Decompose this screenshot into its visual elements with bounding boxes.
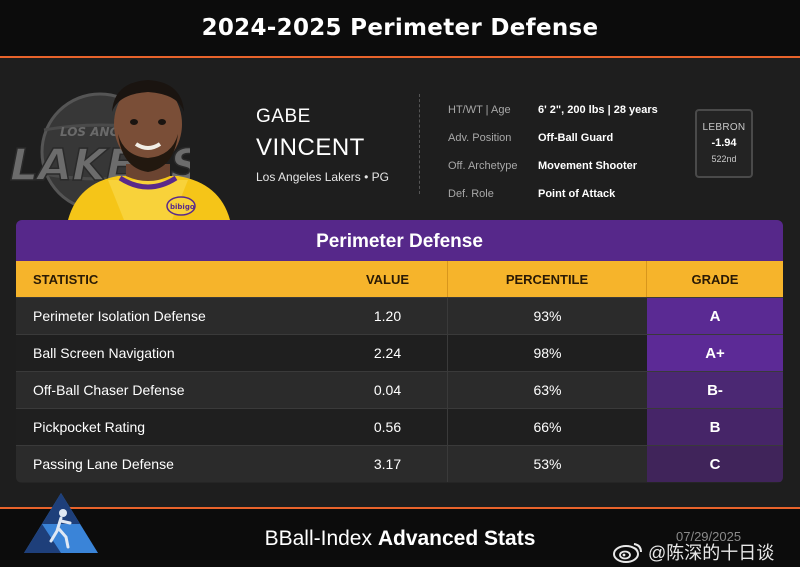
player-last-name: VINCENT: [256, 134, 365, 161]
weibo-watermark: @陈深的十日谈: [612, 539, 774, 565]
info-label: Def. Role: [448, 188, 494, 200]
footer-brand: BBall-Index Advanced Stats: [0, 527, 800, 551]
table-row: Off-Ball Chaser Defense 0.04 63% B-: [16, 371, 783, 408]
info-label: HT/WT | Age: [448, 104, 511, 116]
player-name-block: GABE VINCENT Los Angeles Lakers • PG: [256, 106, 389, 184]
jersey-patch-text: bibigo: [170, 203, 195, 211]
watermark-handle: @陈深的十日谈: [648, 543, 775, 563]
table-body: Perimeter Isolation Defense 1.20 93% A B…: [16, 297, 783, 482]
stat-percentile: 98%: [447, 335, 647, 371]
info-row-ht-wt-age: HT/WT | Age 6' 2", 200 lbs | 28 years: [448, 96, 658, 124]
info-value: Off-Ball Guard: [538, 132, 614, 144]
stat-percentile: 53%: [447, 446, 647, 482]
column-header-statistic: STATISTIC: [33, 271, 99, 287]
lebron-label: LEBRON: [702, 122, 746, 133]
stat-value: 0.04: [373, 382, 402, 398]
watermark-date: 07/29/2025: [676, 529, 742, 544]
footer-brand-bold: Advanced Stats: [377, 527, 536, 550]
divider: [419, 94, 420, 194]
perimeter-defense-panel: Perimeter Defense STATISTIC VALUE PERCEN…: [16, 220, 783, 483]
weibo-icon: [613, 543, 642, 563]
stat-name: Off-Ball Chaser Defense: [33, 382, 185, 398]
panel-title: Perimeter Defense: [16, 220, 783, 261]
player-card: LOS ANGELES LAKERS bibigo GABE VINCENT L…: [0, 60, 800, 220]
table-row: Perimeter Isolation Defense 1.20 93% A: [16, 297, 783, 334]
stat-grade: B: [647, 409, 783, 445]
table-row: Pickpocket Rating 0.56 66% B: [16, 408, 783, 445]
column-header-grade: GRADE: [691, 271, 739, 287]
bball-index-logo: [24, 493, 98, 553]
footer-brand-light: BBall-Index: [264, 527, 378, 550]
player-team-position: Los Angeles Lakers • PG: [256, 170, 389, 184]
table-row: Passing Lane Defense 3.17 53% C: [16, 445, 783, 482]
title-bar: 2024-2025 Perimeter Defense: [0, 0, 800, 58]
stat-percentile: 63%: [447, 372, 647, 408]
player-first-name: GABE: [256, 106, 311, 127]
info-row-off-archetype: Off. Archetype Movement Shooter: [448, 152, 658, 180]
lebron-rank: 522nd: [711, 154, 737, 164]
info-value: Movement Shooter: [538, 160, 638, 172]
stat-value: 0.56: [373, 419, 402, 435]
page-title: 2024-2025 Perimeter Defense: [201, 15, 599, 41]
column-header-value: VALUE: [365, 271, 410, 287]
info-label: Off. Archetype: [448, 160, 518, 172]
info-value: 6' 2", 200 lbs | 28 years: [538, 104, 658, 116]
player-headshot: bibigo: [68, 80, 230, 220]
stat-name: Pickpocket Rating: [33, 419, 146, 435]
player-info-grid: HT/WT | Age 6' 2", 200 lbs | 28 years Ad…: [448, 96, 658, 208]
stat-name: Ball Screen Navigation: [33, 345, 175, 361]
info-row-adv-position: Adv. Position Off-Ball Guard: [448, 124, 658, 152]
stat-name: Perimeter Isolation Defense: [33, 308, 206, 324]
column-header-percentile: PERCENTILE: [447, 261, 647, 297]
stat-name: Passing Lane Defense: [33, 456, 174, 472]
stat-grade: B-: [647, 372, 783, 408]
lebron-badge: LEBRON -1.94 522nd: [695, 109, 753, 178]
info-row-def-role: Def. Role Point of Attack: [448, 180, 658, 208]
table-row: Ball Screen Navigation 2.24 98% A+: [16, 334, 783, 371]
table-header: STATISTIC VALUE PERCENTILE GRADE: [16, 261, 783, 297]
stat-value: 3.17: [373, 456, 402, 472]
footer: BBall-Index Advanced Stats 07/29/2025 @陈…: [0, 493, 800, 567]
info-value: Point of Attack: [538, 188, 616, 200]
stat-value: 1.20: [373, 308, 402, 324]
stat-grade: C: [647, 446, 783, 482]
stat-percentile: 93%: [447, 298, 647, 334]
stat-grade: A: [647, 298, 783, 334]
stat-percentile: 66%: [447, 409, 647, 445]
lebron-value: -1.94: [711, 137, 737, 149]
stat-value: 2.24: [373, 345, 402, 361]
info-label: Adv. Position: [448, 132, 512, 144]
stat-grade: A+: [647, 335, 783, 371]
